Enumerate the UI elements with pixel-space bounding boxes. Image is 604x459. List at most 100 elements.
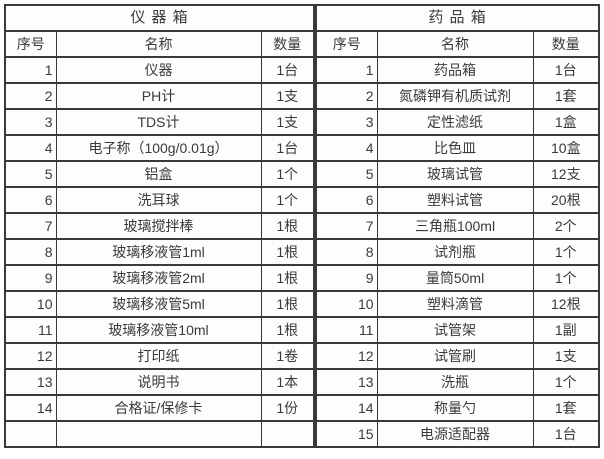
quantity-cell: 1卷 xyxy=(260,342,315,370)
table-row: 1 药品箱 1台 xyxy=(315,56,600,84)
row-index-cell: 7 xyxy=(4,212,57,240)
item-name-cell: 玻璃移液管10ml xyxy=(55,316,262,344)
quantity-cell xyxy=(260,420,315,448)
quantity-cell: 1支 xyxy=(532,342,600,370)
row-index-cell: 7 xyxy=(315,212,378,240)
column-header-index: 序号 xyxy=(4,30,57,58)
row-index-cell: 13 xyxy=(4,368,57,396)
row-index-cell: 12 xyxy=(4,342,57,370)
item-name-cell: 打印纸 xyxy=(55,342,262,370)
item-name-cell: 比色皿 xyxy=(376,134,534,162)
medicine-box-rows: 1 药品箱 1台 2 氮磷钾有机质试剂 1套 3 定性滤纸 1盒 4 比色皿 10盒 5 玻璃试管 12支 6… xyxy=(315,56,600,448)
item-name-cell: 试剂瓶 xyxy=(376,238,534,266)
table-row: 5 铝盒 1个 xyxy=(4,160,315,188)
quantity-cell: 1台 xyxy=(532,420,600,448)
quantity-cell: 1台 xyxy=(260,134,315,162)
row-index-cell: 5 xyxy=(4,160,57,188)
quantity-cell: 1份 xyxy=(260,394,315,422)
row-index-cell: 3 xyxy=(315,108,378,136)
row-index-cell: 9 xyxy=(315,264,378,292)
table-row: 1 仪器 1台 xyxy=(4,56,315,84)
item-name-cell: 试管刷 xyxy=(376,342,534,370)
item-name-cell: 塑料试管 xyxy=(376,186,534,214)
item-name-cell: 铝盒 xyxy=(55,160,262,188)
item-name-cell: 称量勺 xyxy=(376,394,534,422)
table-row: 13 说明书 1本 xyxy=(4,368,315,396)
row-index-cell: 13 xyxy=(315,368,378,396)
item-name-cell: 说明书 xyxy=(55,368,262,396)
quantity-cell: 1根 xyxy=(260,290,315,318)
quantity-cell: 1根 xyxy=(260,316,315,344)
quantity-cell: 10盒 xyxy=(532,134,600,162)
table-row: 2 PH计 1支 xyxy=(4,82,315,110)
quantity-cell: 1个 xyxy=(532,368,600,396)
table-title-row: 药 品 箱 xyxy=(315,4,600,32)
quantity-cell: 1盒 xyxy=(532,108,600,136)
row-index-cell: 4 xyxy=(315,134,378,162)
row-index-cell: 14 xyxy=(4,394,57,422)
table-row: 4 比色皿 10盒 xyxy=(315,134,600,162)
table-row: 9 量筒50ml 1个 xyxy=(315,264,600,292)
column-header-quantity: 数量 xyxy=(532,30,600,58)
row-index-cell: 11 xyxy=(315,316,378,344)
table-header-row: 序号 名称 数量 xyxy=(315,30,600,58)
inventory-tables: 仪 器 箱 序号 名称 数量 1 仪器 1台 2 PH计 1支 3 TDS计 1支 4 电子称（10… xyxy=(4,4,601,448)
item-name-cell: 仪器 xyxy=(55,56,262,84)
row-index-cell: 2 xyxy=(315,82,378,110)
quantity-cell: 12根 xyxy=(532,290,600,318)
table-row: 2 氮磷钾有机质试剂 1套 xyxy=(315,82,600,110)
item-name-cell: PH计 xyxy=(55,82,262,110)
row-index-cell: 1 xyxy=(315,56,378,84)
item-name-cell: 玻璃移液管5ml xyxy=(55,290,262,318)
medicine-box-table: 药 品 箱 序号 名称 数量 1 药品箱 1台 2 氮磷钾有机质试剂 1套 3 定性滤纸 1盒 4… xyxy=(315,4,601,448)
quantity-cell: 1本 xyxy=(260,368,315,396)
quantity-cell: 1个 xyxy=(532,264,600,292)
row-index-cell: 2 xyxy=(4,82,57,110)
item-name-cell: 电源适配器 xyxy=(376,420,534,448)
row-index-cell: 11 xyxy=(4,316,57,344)
table-row: 8 玻璃移液管1ml 1根 xyxy=(4,238,315,266)
instrument-box-title: 仪 器 箱 xyxy=(4,4,315,32)
table-title-row: 仪 器 箱 xyxy=(4,4,315,32)
item-name-cell: 玻璃移液管2ml xyxy=(55,264,262,292)
quantity-cell: 1副 xyxy=(532,316,600,344)
quantity-cell: 1台 xyxy=(532,56,600,84)
table-row: 12 试管刷 1支 xyxy=(315,342,600,370)
item-name-cell: 洗耳球 xyxy=(55,186,262,214)
instrument-box-rows: 1 仪器 1台 2 PH计 1支 3 TDS计 1支 4 电子称（100g/0.01g） 1台 5 铝盒 1… xyxy=(4,56,315,448)
item-name-cell xyxy=(55,420,262,448)
table-row: 11 试管架 1副 xyxy=(315,316,600,344)
item-name-cell: 塑料滴管 xyxy=(376,290,534,318)
table-row: 6 洗耳球 1个 xyxy=(4,186,315,214)
quantity-cell: 1个 xyxy=(532,238,600,266)
quantity-cell: 2个 xyxy=(532,212,600,240)
row-index-cell: 1 xyxy=(4,56,57,84)
row-index-cell: 9 xyxy=(4,264,57,292)
quantity-cell: 1个 xyxy=(260,160,315,188)
row-index-cell: 15 xyxy=(315,420,378,448)
row-index-cell: 5 xyxy=(315,160,378,188)
table-row: 7 三角瓶100ml 2个 xyxy=(315,212,600,240)
row-index-cell: 8 xyxy=(315,238,378,266)
item-name-cell: 定性滤纸 xyxy=(376,108,534,136)
quantity-cell: 1根 xyxy=(260,212,315,240)
column-header-name: 名称 xyxy=(376,30,534,58)
item-name-cell: 洗瓶 xyxy=(376,368,534,396)
quantity-cell: 1根 xyxy=(260,264,315,292)
table-row: 6 塑料试管 20根 xyxy=(315,186,600,214)
quantity-cell: 1根 xyxy=(260,238,315,266)
table-header-row: 序号 名称 数量 xyxy=(4,30,315,58)
instrument-box-table: 仪 器 箱 序号 名称 数量 1 仪器 1台 2 PH计 1支 3 TDS计 1支 4 电子称（10… xyxy=(4,4,316,448)
table-row: 10 玻璃移液管5ml 1根 xyxy=(4,290,315,318)
table-row: 13 洗瓶 1个 xyxy=(315,368,600,396)
row-index-cell: 6 xyxy=(4,186,57,214)
quantity-cell: 12支 xyxy=(532,160,600,188)
table-row: 11 玻璃移液管10ml 1根 xyxy=(4,316,315,344)
item-name-cell: 玻璃移液管1ml xyxy=(55,238,262,266)
row-index-cell: 4 xyxy=(4,134,57,162)
row-index-cell: 6 xyxy=(315,186,378,214)
quantity-cell: 1台 xyxy=(260,56,315,84)
table-row: 3 定性滤纸 1盒 xyxy=(315,108,600,136)
column-header-name: 名称 xyxy=(55,30,262,58)
